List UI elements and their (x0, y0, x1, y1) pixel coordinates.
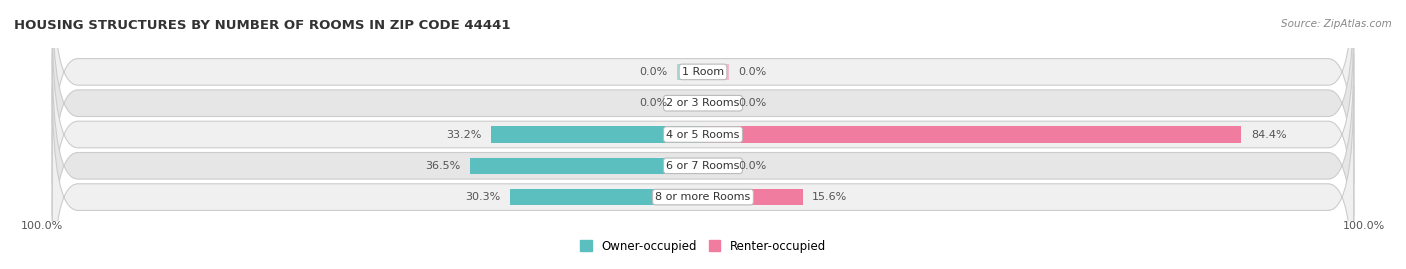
Text: 100.0%: 100.0% (1343, 221, 1385, 231)
Text: 4 or 5 Rooms: 4 or 5 Rooms (666, 129, 740, 140)
Text: 15.6%: 15.6% (813, 192, 848, 202)
Bar (510, 189, 703, 205)
Text: 100.0%: 100.0% (21, 221, 63, 231)
Text: 0.0%: 0.0% (738, 67, 766, 77)
Legend: Owner-occupied, Renter-occupied: Owner-occupied, Renter-occupied (579, 240, 827, 253)
Text: 0.0%: 0.0% (738, 98, 766, 108)
Bar (678, 95, 703, 111)
Bar (703, 189, 803, 205)
Text: 1 Room: 1 Room (682, 67, 724, 77)
Text: 6 or 7 Rooms: 6 or 7 Rooms (666, 161, 740, 171)
Text: 2 or 3 Rooms: 2 or 3 Rooms (666, 98, 740, 108)
Bar (703, 158, 728, 174)
FancyBboxPatch shape (52, 23, 1354, 246)
FancyBboxPatch shape (52, 54, 1354, 269)
FancyBboxPatch shape (52, 0, 1354, 184)
Text: 84.4%: 84.4% (1251, 129, 1286, 140)
Bar (703, 64, 728, 80)
Text: 0.0%: 0.0% (640, 67, 668, 77)
Text: 36.5%: 36.5% (426, 161, 461, 171)
Text: Source: ZipAtlas.com: Source: ZipAtlas.com (1281, 19, 1392, 29)
Text: 0.0%: 0.0% (640, 98, 668, 108)
Text: 33.2%: 33.2% (446, 129, 482, 140)
Bar (703, 126, 1241, 143)
FancyBboxPatch shape (52, 0, 1354, 215)
Text: 0.0%: 0.0% (738, 161, 766, 171)
Text: 8 or more Rooms: 8 or more Rooms (655, 192, 751, 202)
Bar (491, 126, 703, 143)
Bar (678, 64, 703, 80)
Bar (470, 158, 703, 174)
FancyBboxPatch shape (52, 85, 1354, 269)
Bar (703, 95, 728, 111)
Text: 30.3%: 30.3% (465, 192, 501, 202)
Text: HOUSING STRUCTURES BY NUMBER OF ROOMS IN ZIP CODE 44441: HOUSING STRUCTURES BY NUMBER OF ROOMS IN… (14, 19, 510, 32)
